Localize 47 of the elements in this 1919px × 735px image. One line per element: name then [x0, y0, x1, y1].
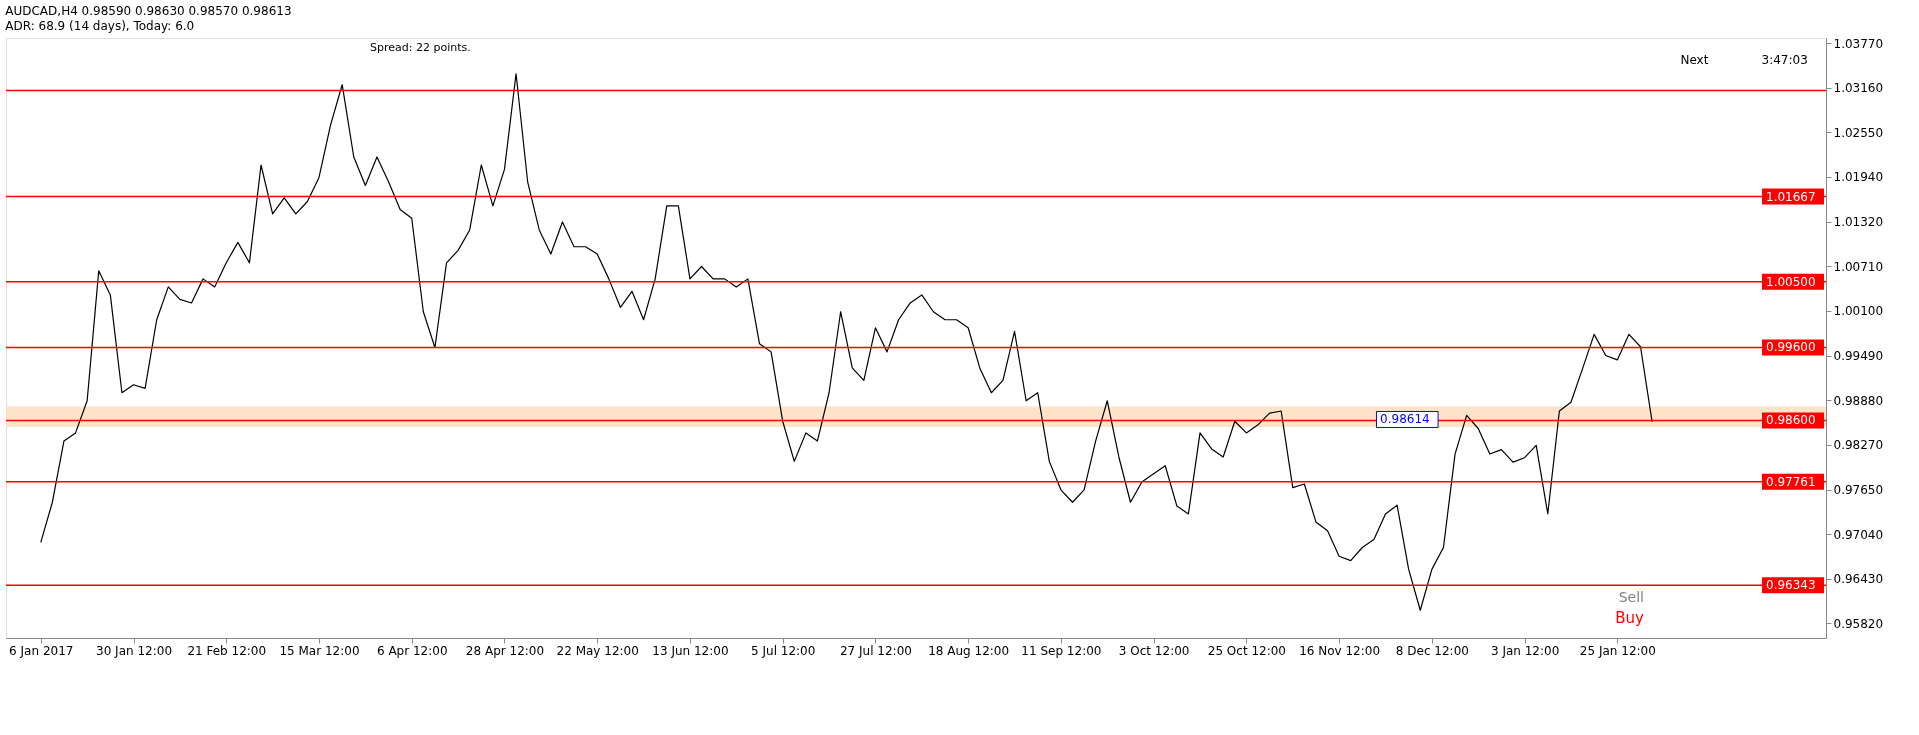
y-tick-label: 0.97650 [1833, 483, 1884, 498]
annotation: 3:47:03 [1761, 53, 1808, 67]
y-tick-label: 1.00100 [1833, 304, 1884, 319]
chart-title: AUDCAD,H4 0.98590 0.98630 0.98570 0.98613 [5, 4, 292, 19]
x-tick-label: 6 Jan 2017 [9, 643, 74, 658]
x-tick-label: 13 Jun 12:00 [652, 643, 729, 658]
x-tick-label: 28 Apr 12:00 [465, 643, 545, 658]
y-tick-label: 1.01940 [1833, 170, 1884, 185]
annotation: Buy [1615, 609, 1645, 627]
ref-line-label: 0.99600 [1766, 340, 1816, 355]
y-tick-label: 0.99490 [1833, 349, 1884, 364]
y-tick-label: 1.03770 [1833, 36, 1884, 51]
y-tick-label: 0.98270 [1833, 438, 1884, 453]
annotation: Sell [1618, 589, 1644, 605]
ref-line-label: 0.97761 [1766, 474, 1816, 489]
y-tick-label: 1.01320 [1833, 215, 1884, 230]
x-tick-label: 21 Feb 12:00 [187, 643, 267, 658]
y-tick-label: 1.03160 [1833, 81, 1884, 96]
y-tick-label: 0.96430 [1833, 572, 1884, 587]
annotation: Next [1680, 53, 1709, 67]
line-series [40, 73, 1653, 611]
ref-line-label: 1.01667 [1766, 189, 1816, 204]
y-tick-label: 0.95820 [1833, 616, 1884, 631]
x-tick-label: 11 Sep 12:00 [1021, 643, 1102, 658]
x-tick-label: 5 Jul 12:00 [751, 643, 816, 658]
ref-line-label: 0.96343 [1766, 578, 1816, 593]
ref-line-label: 0.98600 [1766, 413, 1816, 428]
x-tick-label: 3 Oct 12:00 [1118, 643, 1190, 658]
y-tick-label: 0.97040 [1833, 527, 1884, 542]
annotation: 0.98614 [1380, 412, 1430, 427]
x-tick-label: 15 Mar 12:00 [279, 643, 360, 658]
ref-line-label: 1.00500 [1766, 274, 1816, 289]
chart-subtitle: ADR: 68.9 (14 days), Today: 6.0 [5, 19, 195, 34]
x-tick-label: 6 Apr 12:00 [376, 643, 448, 658]
x-tick-label: 22 May 12:00 [556, 643, 639, 658]
y-tick-label: 0.98880 [1833, 393, 1884, 408]
x-tick-label: 3 Jan 12:00 [1490, 643, 1560, 658]
x-tick-label: 25 Jan 12:00 [1579, 643, 1656, 658]
annotation: Spread: 22 points. [370, 41, 471, 54]
x-tick-label: 27 Jul 12:00 [839, 643, 912, 658]
x-tick-label: 30 Jan 12:00 [96, 643, 173, 658]
x-tick-label: 8 Dec 12:00 [1395, 643, 1469, 658]
x-tick-label: 16 Nov 12:00 [1299, 643, 1381, 658]
y-tick-label: 1.02550 [1833, 125, 1884, 140]
x-tick-label: 18 Aug 12:00 [928, 643, 1010, 658]
y-tick-label: 1.00710 [1833, 259, 1884, 274]
x-tick-label: 25 Oct 12:00 [1207, 643, 1286, 658]
